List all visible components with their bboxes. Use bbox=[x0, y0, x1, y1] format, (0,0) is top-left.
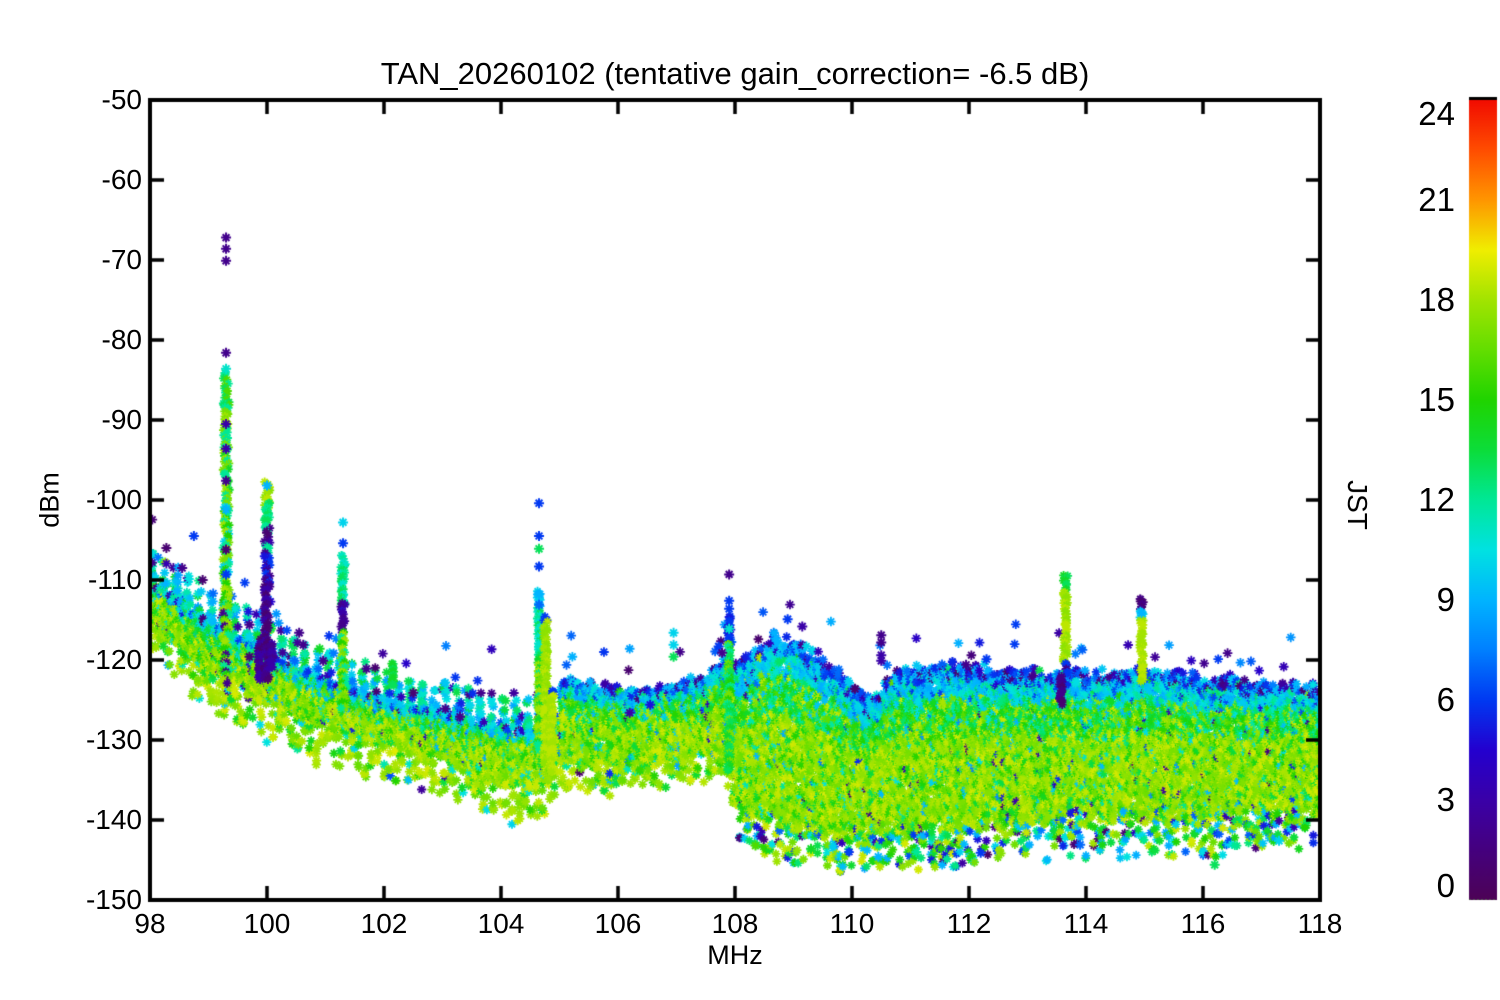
x-tick-label: 116 bbox=[1180, 908, 1226, 939]
x-tick-label: 104 bbox=[477, 908, 525, 939]
x-tick-label: 112 bbox=[946, 908, 992, 939]
y-tick-label: -70 bbox=[101, 244, 142, 275]
y-tick-label: -50 bbox=[101, 84, 142, 115]
colorbar-tick-label: 21 bbox=[1418, 181, 1455, 218]
colorbar-tick-label: 9 bbox=[1436, 581, 1455, 618]
colorbar-tick-label: 18 bbox=[1418, 281, 1455, 318]
y-tick-label: -90 bbox=[101, 404, 142, 435]
x-tick-label: 100 bbox=[243, 908, 291, 939]
colorbar-tick-label: 0 bbox=[1436, 867, 1455, 904]
x-tick-label: 106 bbox=[594, 908, 642, 939]
y-tick-label: -100 bbox=[85, 484, 142, 515]
colorbar-tick-label: 24 bbox=[1418, 95, 1455, 132]
y-tick-label: -120 bbox=[85, 644, 142, 675]
chart-title: TAN_20260102 (tentative gain_correction=… bbox=[380, 56, 1090, 91]
x-tick-label: 110 bbox=[829, 908, 875, 939]
colorbar-tick-label: 15 bbox=[1418, 381, 1455, 418]
x-tick-label: 98 bbox=[134, 908, 166, 939]
y-tick-label: -80 bbox=[101, 324, 142, 355]
x-tick-label: 108 bbox=[711, 908, 759, 939]
y-tick-label: -150 bbox=[85, 884, 142, 915]
y-tick-label: -130 bbox=[85, 724, 142, 755]
colorbar-tick-label: 12 bbox=[1418, 481, 1455, 518]
x-tick-label: 114 bbox=[1063, 908, 1109, 939]
y-tick-label: -140 bbox=[85, 804, 142, 835]
colorbar-tick-label: 3 bbox=[1436, 781, 1455, 818]
x-tick-label: 102 bbox=[360, 908, 408, 939]
x-tick-label: 118 bbox=[1297, 908, 1343, 939]
y-tick-label: -60 bbox=[101, 164, 142, 195]
colorbar-tick-label: 6 bbox=[1436, 681, 1455, 718]
x-axis-label: MHz bbox=[707, 940, 763, 970]
y-tick-label: -110 bbox=[88, 564, 142, 595]
